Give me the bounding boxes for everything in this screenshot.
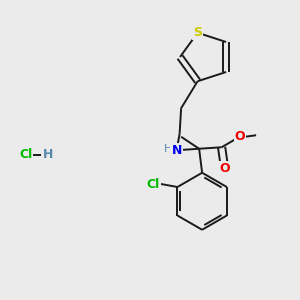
Text: S: S [193, 26, 202, 39]
Text: Cl: Cl [147, 178, 160, 190]
Text: O: O [234, 130, 245, 143]
Text: N: N [171, 144, 182, 157]
Text: H: H [164, 144, 172, 154]
Text: O: O [219, 162, 230, 175]
Text: H: H [43, 148, 53, 161]
Text: Cl: Cl [19, 148, 32, 161]
